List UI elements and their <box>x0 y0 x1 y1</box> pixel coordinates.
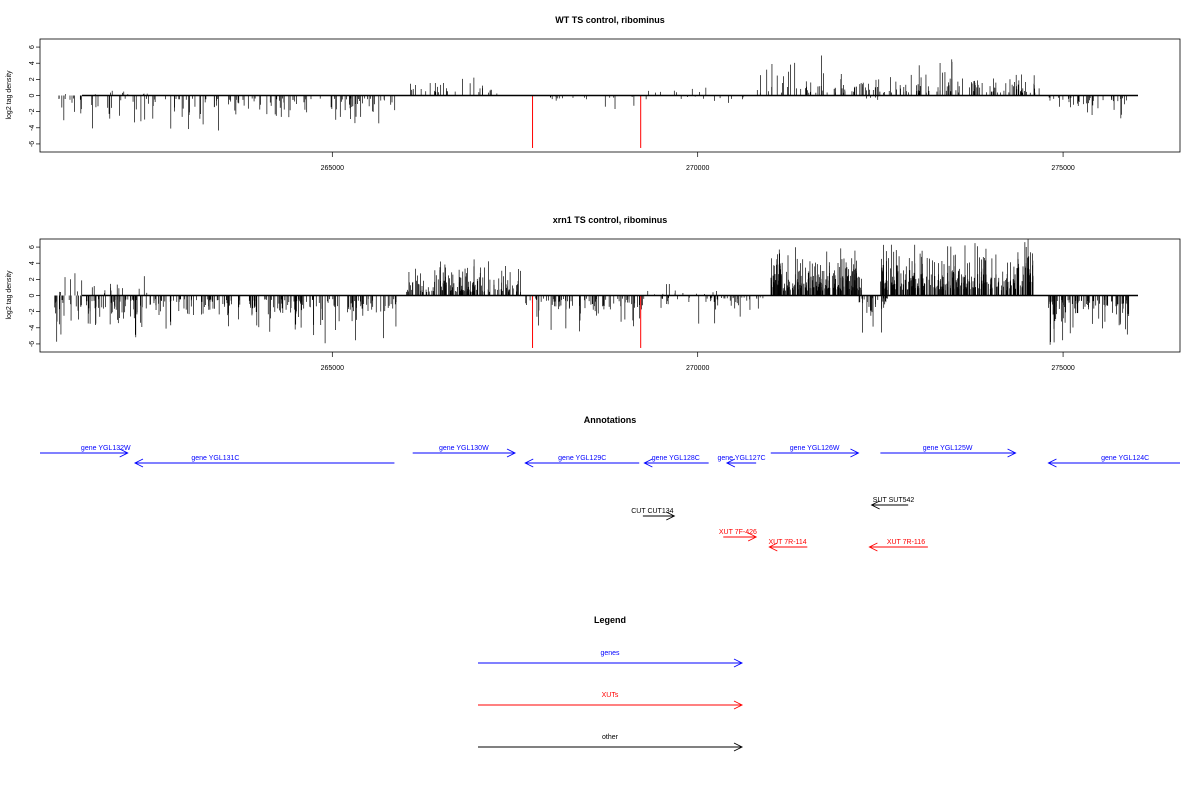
arrow-head <box>747 532 758 542</box>
legend-label: XUTs <box>602 692 619 699</box>
y-axis-label: log2 tag density <box>6 270 13 320</box>
arrow-head <box>666 511 676 521</box>
feature-label: SUT SUT542 <box>873 497 915 504</box>
feature-xut: XUT 7R-116 <box>868 539 928 552</box>
feature-label: gene YGL126W <box>790 445 840 452</box>
feature-label: gene YGL132W <box>81 445 131 452</box>
feature-xut: XUT 7R-114 <box>768 539 808 552</box>
y-tick-label: -2 <box>29 308 36 314</box>
arrow-head <box>119 448 129 458</box>
x-tick-label: 270000 <box>686 365 709 372</box>
legend-item-other: other <box>478 734 744 752</box>
feature-label: gene YGL129C <box>558 455 606 462</box>
bars <box>58 55 1128 148</box>
arrow-head <box>733 658 744 668</box>
y-tick-label: 4 <box>29 261 36 265</box>
annotation-track: gene YGL132W gene YGL131C gene YGL130W gene… <box>40 445 1180 552</box>
feature-gene: gene YGL125W <box>880 445 1017 458</box>
legend-title: Legend <box>594 615 626 625</box>
feature-label: XUT 7R-114 <box>768 539 806 546</box>
feature-gene: gene YGL127C <box>717 455 766 468</box>
arrow-head <box>733 700 744 710</box>
y-tick-label: 6 <box>29 245 36 249</box>
y-tick-label: 0 <box>29 293 36 297</box>
x-tick-label: 275000 <box>1051 165 1074 172</box>
arrow-head <box>870 500 880 510</box>
x-tick-label: 265000 <box>321 165 344 172</box>
panel-wt-ts-control: WT TS control, ribominus log2 tag densit… <box>6 15 1181 172</box>
y-axis-label: log2 tag density <box>6 70 13 120</box>
arrow-head <box>850 448 860 458</box>
arrow-head <box>868 542 878 552</box>
feature-label: gene YGL131C <box>191 455 239 462</box>
feature-label: gene YGL125W <box>923 445 973 452</box>
feature-gene: gene YGL132W <box>40 445 131 458</box>
feature-label: gene YGL124C <box>1101 455 1149 462</box>
feature-xut: XUT 7F-426 <box>719 529 758 542</box>
feature-label: CUT CUT134 <box>631 508 673 515</box>
y-tick-label: -4 <box>29 325 36 331</box>
x-axis: 265000 270000 275000 <box>321 152 1075 172</box>
feature-gene: gene YGL126W <box>770 445 860 458</box>
panel-title: xrn1 TS control, ribominus <box>553 215 668 225</box>
y-axis: 6 4 2 0 -2 -4 -6 <box>29 45 40 147</box>
x-axis: 265000 270000 275000 <box>321 352 1075 372</box>
x-tick-label: 270000 <box>686 165 709 172</box>
arrow-head <box>733 742 744 752</box>
x-tick-label: 265000 <box>321 365 344 372</box>
feature-gene: gene YGL130W <box>412 445 517 458</box>
feature-gene: gene YGL128C <box>643 455 709 468</box>
feature-other: SUT SUT542 <box>870 497 915 510</box>
legend-label: genes <box>600 650 620 657</box>
arrow-head <box>1047 458 1057 468</box>
arrow-head <box>524 458 534 468</box>
feature-label: XUT 7F-426 <box>719 529 757 536</box>
legend: genes XUTs other <box>478 650 744 752</box>
feature-gene: gene YGL124C <box>1047 455 1180 468</box>
feature-label: gene YGL127C <box>717 455 765 462</box>
arrow-head <box>725 458 736 468</box>
bars <box>54 239 1130 348</box>
legend-item-gene: genes <box>478 650 744 668</box>
annotations-title: Annotations <box>584 415 637 425</box>
y-tick-label: 6 <box>29 45 36 49</box>
arrow-head <box>133 458 144 468</box>
feature-gene: gene YGL129C <box>524 455 640 468</box>
y-axis: 6 4 2 0 -2 -4 -6 <box>29 245 40 347</box>
y-tick-label: 0 <box>29 93 36 97</box>
panel-xrn1-ts-control: xrn1 TS control, ribominus log2 tag dens… <box>6 215 1181 372</box>
arrow-head <box>768 542 778 552</box>
arrow-head <box>506 448 517 458</box>
feature-gene: gene YGL131C <box>133 455 395 468</box>
feature-label: gene YGL130W <box>439 445 489 452</box>
y-tick-label: 2 <box>29 277 36 281</box>
y-tick-label: -4 <box>29 125 36 131</box>
panel-title: WT TS control, ribominus <box>555 15 665 25</box>
y-tick-label: 4 <box>29 61 36 65</box>
x-tick-label: 275000 <box>1051 365 1074 372</box>
feature-other: CUT CUT134 <box>631 508 676 521</box>
feature-label: gene YGL128C <box>652 455 700 462</box>
legend-label: other <box>602 734 619 741</box>
arrow-head <box>643 458 653 468</box>
arrow-head <box>1007 448 1017 458</box>
feature-label: XUT 7R-116 <box>887 539 925 546</box>
y-tick-label: -6 <box>29 341 36 347</box>
legend-item-xut: XUTs <box>478 692 744 710</box>
y-tick-label: -6 <box>29 141 36 147</box>
y-tick-label: -2 <box>29 108 36 114</box>
y-tick-label: 2 <box>29 77 36 81</box>
